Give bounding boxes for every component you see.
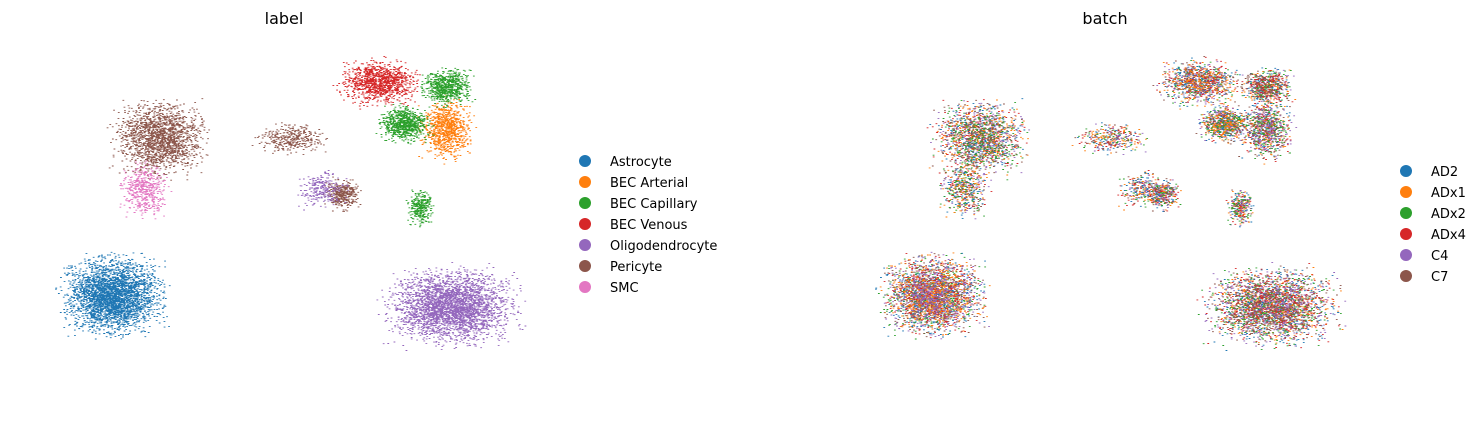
panel-title-batch: batch [1082,9,1127,28]
legend-batch-entry-marker-0 [1400,165,1412,177]
legend-label-entry-marker-2 [579,197,591,209]
cluster-points-astrocyte-0 [55,251,171,340]
batch-points-cluster-9 [1200,107,1249,141]
scatter-points-batch [875,56,1347,351]
batch-points-cluster-10 [1229,190,1251,227]
legend-batch-entry-marker-5 [1400,270,1412,282]
cluster-points-smc-5 [119,160,173,220]
cluster-points-bec-capillary-8 [420,67,477,109]
legend-label: Astrocyte BEC Arterial BEC Capillary BEC Ve… [579,155,717,296]
legend-batch-entry-label-5: C7 [1431,270,1448,285]
batch-points-cluster-11 [1118,176,1169,208]
batch-points-cluster-7 [1238,100,1298,159]
legend-batch-entry-marker-4 [1400,249,1412,261]
legend-batch-entry-label-2: ADx2 [1431,207,1466,222]
legend-batch-entry-marker-2 [1400,207,1412,219]
batch-points-cluster-11 [1120,172,1161,207]
cluster-points-pericyte-2 [106,98,211,181]
legend-label-entry-label-2: BEC Capillary [610,197,698,212]
legend-label-entry-marker-6 [579,281,591,293]
batch-points-cluster-1 [1207,265,1342,345]
legend-label-entry-label-6: SMC [610,281,639,296]
cluster-points-oligodendrocyte-1 [376,261,527,351]
cluster-points-pericyte-3 [251,122,329,156]
batch-points-cluster-0 [883,251,990,340]
cluster-points-oligodendrocyte-11 [297,170,349,211]
batch-points-cluster-11 [1122,173,1168,206]
batch-points-cluster-3 [1071,124,1147,154]
batch-points-cluster-8 [1240,70,1290,108]
cluster-points-pericyte-4 [322,176,362,212]
legend-batch: AD2 ADx1 ADx2 ADx4 C4 C7 [1400,165,1466,285]
cluster-points-bec-venous-6 [332,56,421,110]
panel-title-label: label [265,9,304,28]
legend-label-entry-label-1: BEC Arterial [610,176,688,191]
legend-batch-entry-label-0: AD2 [1431,165,1458,180]
legend-label-entry-label-5: Pericyte [610,260,662,275]
legend-batch-entry-marker-1 [1400,186,1412,198]
cluster-points-bec-capillary-10 [405,189,435,228]
batch-points-cluster-10 [1225,194,1252,225]
legend-label-entry-label-3: BEC Venous [610,218,688,233]
legend-batch-entry-label-1: ADx1 [1431,186,1466,201]
batch-points-cluster-2 [931,100,1029,181]
batch-points-cluster-11 [1118,171,1168,211]
legend-batch-entry-marker-3 [1400,228,1412,240]
legend-batch-entry-label-4: C4 [1431,249,1448,264]
legend-label-entry-label-0: Astrocyte [610,155,672,170]
cluster-points-bec-arterial-7 [417,94,478,165]
batch-points-cluster-3 [1074,124,1133,153]
legend-label-entry-marker-3 [579,218,591,230]
legend-label-entry-label-4: Oligodendrocyte [610,239,717,254]
cluster-points-bec-capillary-9 [375,103,435,145]
batch-points-cluster-5 [939,166,988,218]
scatter-points-label [55,56,527,351]
batch-points-cluster-6 [1158,59,1236,110]
legend-label-entry-marker-4 [579,239,591,251]
batch-points-cluster-10 [1227,192,1252,225]
panel-batch: batch AD2 ADx1 ADx2 ADx4 C4 C7 [875,9,1466,351]
panel-label: label Astrocyte BEC Arterial BEC Capillary… [55,9,717,351]
batch-points-cluster-9 [1201,103,1250,144]
batch-points-cluster-2 [931,99,1028,179]
legend-batch-entry-label-3: ADx4 [1431,228,1466,243]
legend-label-entry-marker-1 [579,176,591,188]
legend-label-entry-marker-0 [579,155,591,167]
legend-label-entry-marker-5 [579,260,591,272]
